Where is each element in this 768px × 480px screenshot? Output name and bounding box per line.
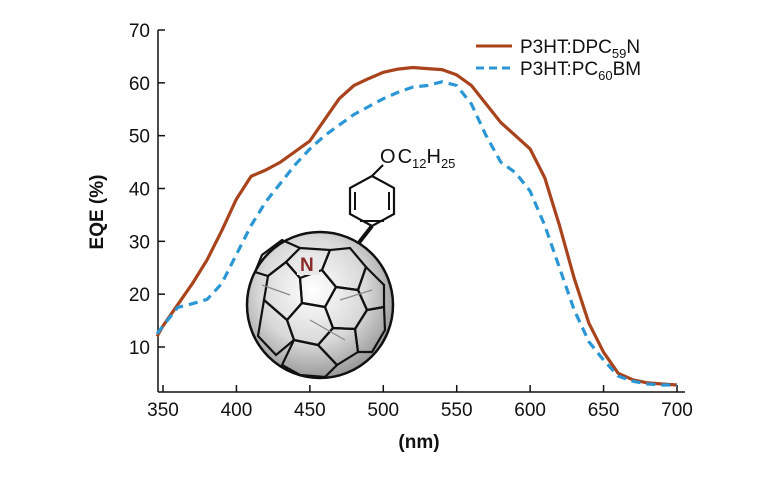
nitrogen-backdrop: [297, 253, 319, 275]
legend-entry: P3HT:DPC59N: [520, 37, 640, 61]
series-line-p3ht-dpc59n: [155, 65, 678, 387]
legend-base: P3HT:PC: [520, 59, 598, 80]
x-tick-label: 450: [294, 400, 326, 421]
legend-subscript: 60: [598, 68, 612, 83]
y-ticks: 10 20 30 40 50 60 70: [129, 21, 165, 359]
cage-back-edge: [309, 319, 346, 341]
series-line-p3ht-pc60bm: [155, 80, 677, 387]
x-tick-label: 600: [514, 400, 546, 421]
fullerene-faces: [253, 238, 387, 379]
y-tick-label: 60: [129, 74, 150, 95]
phenyl-ring: [348, 174, 396, 228]
substituent-h-sub: 25: [441, 156, 455, 171]
x-tick-label: 700: [661, 400, 693, 421]
substituent-label: O C12H25: [380, 146, 455, 171]
x-tick-label: 650: [588, 400, 620, 421]
legend-entry: P3HT:PC60BM: [520, 59, 641, 83]
x-ticks: 350 400 450 500 550 600 650 700: [147, 385, 693, 421]
y-tick-label: 40: [129, 180, 150, 201]
fullerene-molecule-illustration: O C12H25: [245, 146, 455, 380]
y-tick-label: 70: [129, 21, 150, 42]
legend-tail: BM: [613, 59, 642, 80]
substituent-c: C: [398, 146, 412, 168]
y-tick-label: 30: [129, 232, 150, 253]
y-axis-title: EQE (%): [87, 175, 108, 250]
legend-subscript: 59: [612, 46, 626, 61]
o-bond: [371, 164, 384, 177]
cage-hexagon: [280, 338, 339, 379]
cage-edge: [320, 249, 332, 271]
substituent-h: H: [426, 146, 440, 168]
plot-area: [155, 65, 678, 387]
x-tick-label: 400: [221, 400, 253, 421]
y-tick-label: 50: [129, 127, 150, 148]
substituent-c-sub: 12: [412, 156, 426, 171]
x-tick-label: 550: [441, 400, 473, 421]
legend-tail: N: [626, 37, 640, 58]
y-tick-label: 20: [129, 285, 150, 306]
legend-base: P3HT:DPC: [520, 37, 612, 58]
axes: [157, 30, 685, 393]
cage-edge: [299, 246, 331, 252]
cage-back-edge: [261, 284, 291, 296]
x-axis-title: (nm): [398, 432, 439, 453]
x-tick-label: 350: [147, 400, 179, 421]
nitrogen-label: N: [300, 255, 314, 276]
cage-back-edge: [339, 289, 373, 301]
y-tick-label: 10: [129, 338, 150, 359]
substituent-o: O: [380, 146, 396, 168]
x-tick-label: 500: [367, 400, 399, 421]
fullerene-back-edges: [261, 284, 373, 341]
cage-hexagon: [353, 305, 387, 354]
cage-edge: [285, 261, 301, 279]
